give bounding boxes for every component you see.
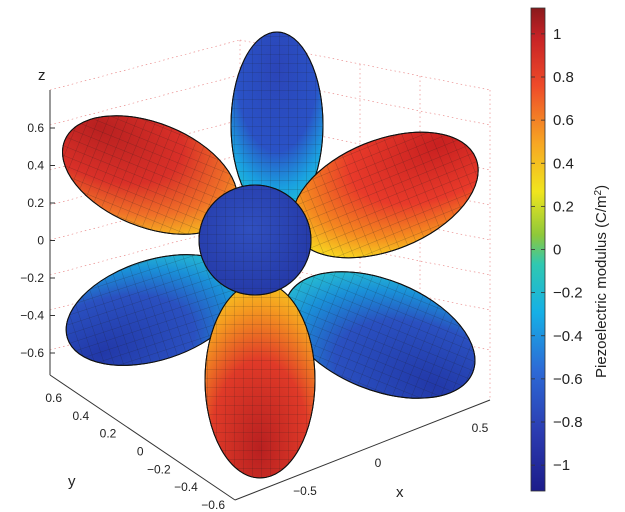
- y-axis-ticks: 0.6 0.4 0.2 0−0.2−0.4−0.6: [45, 391, 225, 512]
- colorbar-tick-label: −0.8: [553, 414, 583, 431]
- y-axis-label: y: [68, 473, 76, 490]
- lobe-center: [198, 184, 312, 296]
- colorbar-tick-label: −1: [553, 457, 570, 474]
- colorbar-tick-label: −0.6: [553, 371, 583, 388]
- lobe-upper-left: [62, 115, 238, 235]
- z-tick-label: 0.6: [27, 121, 44, 135]
- z-tick-label: −0.6: [20, 346, 44, 360]
- y-tick-label: −0.2: [147, 462, 171, 476]
- colorbar-tick-label: −0.2: [553, 285, 583, 302]
- colorbar-ticks: 1 0.8 0.6 0.4 0.2 0 −0.2 −0.4 −0.6 −0.8 −1: [531, 26, 583, 474]
- surface-lobes: [62, 31, 479, 479]
- colorbar-tick-label: 1: [553, 26, 561, 43]
- z-axis-ticks: 0.6 0.4 0.2 0 −0.2 −0.4 −0.6: [20, 121, 55, 360]
- axes-lines: [49, 90, 491, 501]
- x-tick-label: −0.5: [293, 484, 317, 498]
- x-axis-ticks: −0.5 0 0.5: [293, 421, 489, 498]
- lobe-bottom: [204, 281, 316, 479]
- y-tick-label: 0.6: [45, 391, 62, 405]
- z-tick-label: −0.2: [20, 271, 44, 285]
- colorbar-tick-label: −0.4: [553, 328, 583, 345]
- z-tick-label: 0.2: [27, 196, 44, 210]
- colorbar: 1 0.8 0.6 0.4 0.2 0 −0.2 −0.4 −0.6 −0.8 −1 Piezoel…: [530, 7, 611, 492]
- y-tick-label: −0.6: [201, 498, 225, 512]
- lobe-upper-right: [291, 131, 479, 259]
- lobe-lower-right: [284, 271, 476, 399]
- z-axis-label: z: [38, 67, 46, 84]
- y-tick-label: 0.2: [100, 427, 117, 441]
- y-tick-label: 0: [137, 445, 144, 459]
- x-tick-label: 0.5: [472, 421, 489, 435]
- x-tick-label: 0: [375, 456, 382, 470]
- colorbar-tick-label: 0: [553, 242, 561, 259]
- z-tick-label: −0.4: [20, 309, 44, 323]
- colorbar-tick-label: 0.6: [553, 112, 574, 129]
- y-tick-label: −0.4: [174, 480, 198, 494]
- x-axis-label: x: [396, 484, 404, 501]
- y-tick-label: 0.4: [72, 409, 89, 423]
- z-tick-label: 0.4: [27, 159, 44, 173]
- colorbar-tick-label: 0.8: [553, 69, 574, 86]
- colorbar-label: Piezoelectric modulus (C/m2): [593, 185, 611, 378]
- lobe-top: [230, 31, 324, 219]
- colorbar-tick-label: 0.2: [553, 198, 574, 215]
- lobe-lower-left: [65, 254, 245, 366]
- colorbar-tick-label: 0.4: [553, 155, 574, 172]
- z-tick-label: 0: [37, 234, 44, 248]
